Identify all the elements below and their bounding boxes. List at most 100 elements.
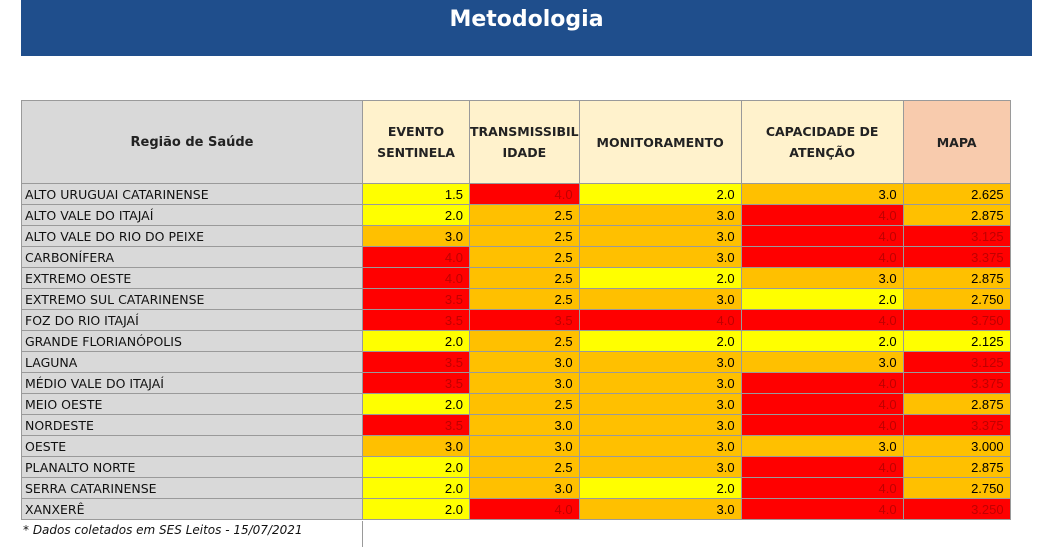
capac-value-cell: 4.0 — [740, 393, 904, 415]
region-name-cell: XANXERÊ — [21, 498, 363, 520]
page-title: Metodologia — [449, 7, 604, 32]
trans-value-cell: 2.5 — [469, 204, 580, 226]
table-row: GRANDE FLORIANÓPOLIS 2.0 2.5 2.0 2.0 2.125 — [21, 330, 1011, 352]
region-name-cell: ALTO VALE DO ITAJAÍ — [21, 204, 363, 226]
mapa-value-cell: 2.875 — [902, 204, 1011, 226]
evento-value-cell: 3.5 — [362, 414, 470, 436]
region-name-cell: ALTO URUGUAI CATARINENSE — [21, 183, 363, 205]
evento-value-cell: 3.0 — [362, 225, 470, 247]
monit-value-cell: 3.0 — [578, 372, 742, 394]
table-row: MÉDIO VALE DO ITAJAÍ 3.5 3.0 3.0 4.0 3.375 — [21, 372, 1011, 394]
monit-value-cell: 2.0 — [578, 267, 742, 289]
page-title-banner: Metodologia — [21, 0, 1032, 56]
capac-value-cell: 2.0 — [740, 330, 904, 352]
monit-value-cell: 2.0 — [578, 330, 742, 352]
capac-value-cell: 3.0 — [740, 351, 904, 373]
monit-value-cell: 3.0 — [578, 351, 742, 373]
trans-value-cell: 3.0 — [469, 351, 580, 373]
footnote-divider — [362, 521, 363, 547]
capac-value-cell: 4.0 — [740, 372, 904, 394]
mapa-value-cell: 3.375 — [902, 414, 1011, 436]
capac-value-cell: 3.0 — [740, 435, 904, 457]
table-row: EXTREMO SUL CATARINENSE 3.5 2.5 3.0 2.0 2.750 — [21, 288, 1011, 310]
table-row: ALTO URUGUAI CATARINENSE 1.5 4.0 2.0 3.0 2.62… — [21, 183, 1011, 205]
table-row: SERRA CATARINENSE 2.0 3.0 2.0 4.0 2.750 — [21, 477, 1011, 499]
trans-value-cell: 3.5 — [469, 309, 580, 331]
evento-value-cell: 4.0 — [362, 246, 470, 268]
mapa-value-cell: 2.750 — [902, 477, 1011, 499]
capac-value-cell: 4.0 — [740, 456, 904, 478]
region-name-cell: MEIO OESTE — [21, 393, 363, 415]
capac-value-cell: 4.0 — [740, 477, 904, 499]
table-header-row: Região de Saúde EVENTO SENTINELA TRANSMIS… — [21, 100, 1011, 184]
header-transmissibilidade: TRANSMISSIBIL IDADE — [469, 100, 580, 184]
monit-value-cell: 3.0 — [578, 435, 742, 457]
table-row: CARBONÍFERA 4.0 2.5 3.0 4.0 3.375 — [21, 246, 1011, 268]
table-row: LAGUNA 3.5 3.0 3.0 3.0 3.125 — [21, 351, 1011, 373]
table-row: XANXERÊ 2.0 4.0 3.0 4.0 3.250 — [21, 498, 1011, 520]
evento-value-cell: 3.0 — [362, 435, 470, 457]
monit-value-cell: 3.0 — [578, 288, 742, 310]
mapa-value-cell: 3.375 — [902, 246, 1011, 268]
evento-value-cell: 1.5 — [362, 183, 470, 205]
evento-value-cell: 3.5 — [362, 351, 470, 373]
table-row: PLANALTO NORTE 2.0 2.5 3.0 4.0 2.875 — [21, 456, 1011, 478]
trans-value-cell: 2.5 — [469, 225, 580, 247]
mapa-value-cell: 3.125 — [902, 225, 1011, 247]
table-row: MEIO OESTE 2.0 2.5 3.0 4.0 2.875 — [21, 393, 1011, 415]
mapa-value-cell: 2.750 — [902, 288, 1011, 310]
capac-value-cell: 4.0 — [740, 414, 904, 436]
capac-value-cell: 4.0 — [740, 225, 904, 247]
trans-value-cell: 4.0 — [469, 183, 580, 205]
capac-value-cell: 4.0 — [740, 309, 904, 331]
region-name-cell: FOZ DO RIO ITAJAÍ — [21, 309, 363, 331]
table-row: NORDESTE 3.5 3.0 3.0 4.0 3.375 — [21, 414, 1011, 436]
header-mapa: MAPA — [902, 100, 1011, 184]
trans-value-cell: 3.0 — [469, 372, 580, 394]
monit-value-cell: 2.0 — [578, 477, 742, 499]
mapa-value-cell: 3.250 — [902, 498, 1011, 520]
region-name-cell: CARBONÍFERA — [21, 246, 363, 268]
region-name-cell: SERRA CATARINENSE — [21, 477, 363, 499]
trans-value-cell: 2.5 — [469, 456, 580, 478]
monit-value-cell: 3.0 — [578, 414, 742, 436]
header-monitoramento: MONITORAMENTO — [578, 100, 742, 184]
region-name-cell: GRANDE FLORIANÓPOLIS — [21, 330, 363, 352]
table-row: EXTREMO OESTE 4.0 2.5 2.0 3.0 2.875 — [21, 267, 1011, 289]
mapa-value-cell: 2.125 — [902, 330, 1011, 352]
evento-value-cell: 2.0 — [362, 393, 470, 415]
region-name-cell: LAGUNA — [21, 351, 363, 373]
region-name-cell: MÉDIO VALE DO ITAJAÍ — [21, 372, 363, 394]
table-row: FOZ DO RIO ITAJAÍ 3.5 3.5 4.0 4.0 3.750 — [21, 309, 1011, 331]
capac-value-cell: 2.0 — [740, 288, 904, 310]
evento-value-cell: 3.5 — [362, 309, 470, 331]
capac-value-cell: 4.0 — [740, 498, 904, 520]
trans-value-cell: 3.0 — [469, 414, 580, 436]
capac-value-cell: 3.0 — [740, 267, 904, 289]
mapa-value-cell: 3.375 — [902, 372, 1011, 394]
header-region: Região de Saúde — [21, 100, 363, 184]
capac-value-cell: 4.0 — [740, 246, 904, 268]
region-name-cell: ALTO VALE DO RIO DO PEIXE — [21, 225, 363, 247]
trans-value-cell: 2.5 — [469, 288, 580, 310]
trans-value-cell: 2.5 — [469, 330, 580, 352]
table-body: ALTO URUGUAI CATARINENSE 1.5 4.0 2.0 3.0 2.62… — [21, 183, 1011, 520]
evento-value-cell: 4.0 — [362, 267, 470, 289]
table-row: ALTO VALE DO RIO DO PEIXE 3.0 2.5 3.0 4.0 3.1… — [21, 225, 1011, 247]
evento-value-cell: 3.5 — [362, 288, 470, 310]
evento-value-cell: 3.5 — [362, 372, 470, 394]
mapa-value-cell: 2.875 — [902, 267, 1011, 289]
monit-value-cell: 3.0 — [578, 225, 742, 247]
trans-value-cell: 3.0 — [469, 477, 580, 499]
trans-value-cell: 4.0 — [469, 498, 580, 520]
table-row: ALTO VALE DO ITAJAÍ 2.0 2.5 3.0 4.0 2.875 — [21, 204, 1011, 226]
evento-value-cell: 2.0 — [362, 330, 470, 352]
mapa-value-cell: 2.875 — [902, 456, 1011, 478]
monit-value-cell: 3.0 — [578, 393, 742, 415]
evento-value-cell: 2.0 — [362, 456, 470, 478]
evento-value-cell: 2.0 — [362, 477, 470, 499]
region-name-cell: PLANALTO NORTE — [21, 456, 363, 478]
region-name-cell: OESTE — [21, 435, 363, 457]
table-row: OESTE 3.0 3.0 3.0 3.0 3.000 — [21, 435, 1011, 457]
mapa-value-cell: 3.000 — [902, 435, 1011, 457]
